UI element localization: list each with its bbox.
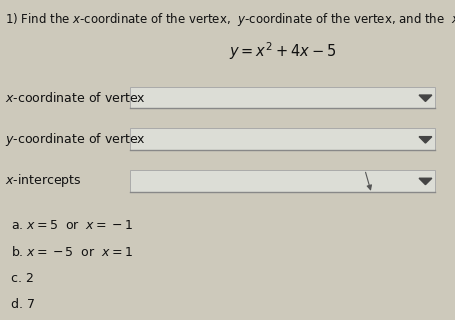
Text: a. $x = 5$  or  $x = -1$: a. $x = 5$ or $x = -1$ — [11, 219, 133, 232]
Text: $y = x^2 + 4x - 5$: $y = x^2 + 4x - 5$ — [228, 40, 336, 62]
Text: c. 2: c. 2 — [11, 272, 34, 284]
Text: 1) Find the $x$-coordinate of the vertex,  $y$-coordinate of the vertex, and the: 1) Find the $x$-coordinate of the vertex… — [5, 11, 455, 28]
Polygon shape — [418, 178, 431, 185]
FancyBboxPatch shape — [130, 128, 435, 150]
Text: $x$-coordinate of vertex: $x$-coordinate of vertex — [5, 91, 146, 105]
Polygon shape — [418, 95, 431, 101]
FancyBboxPatch shape — [130, 87, 435, 108]
Text: $x$-intercepts: $x$-intercepts — [5, 172, 82, 189]
Text: b. $x = -5$  or  $x = 1$: b. $x = -5$ or $x = 1$ — [11, 245, 133, 259]
Text: d. 7: d. 7 — [11, 298, 35, 311]
Text: $y$-coordinate of vertex: $y$-coordinate of vertex — [5, 131, 146, 148]
Polygon shape — [418, 137, 431, 143]
FancyBboxPatch shape — [130, 170, 435, 192]
